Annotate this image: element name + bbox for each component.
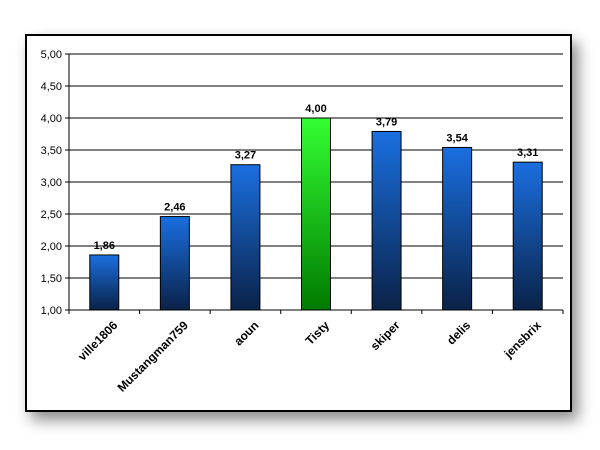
data-labels: 1,86 2,46 3,27 4,00 3,79 3,54 3,31 [94, 103, 539, 252]
category-label: Mustangman759 [115, 318, 192, 395]
category-label: jensbrix [501, 318, 544, 361]
y-tick-label: 3,00 [41, 177, 62, 189]
y-tick-label: 1,00 [41, 305, 62, 317]
bar-aoun [230, 164, 261, 311]
y-tick-label: 2,00 [41, 241, 62, 253]
data-label: 3,79 [376, 116, 397, 128]
chart-frame: 1,00 1,50 2,00 2,50 3,00 3,50 4,00 4,50 5,00 1,8… [25, 34, 572, 412]
bar-ville1806 [89, 254, 120, 311]
bar-tisty [301, 117, 331, 311]
bar-jensbrix [512, 161, 543, 311]
y-tick-label: 3,50 [41, 145, 62, 157]
bar-delis [442, 146, 473, 311]
y-tick-label: 4,00 [41, 113, 62, 125]
y-tick-label: 5,00 [41, 49, 62, 61]
category-label: Tisty [303, 318, 333, 348]
category-label: ville1806 [75, 318, 121, 364]
y-tick-label: 2,50 [41, 209, 62, 221]
bars [89, 117, 543, 311]
data-label: 3,31 [517, 147, 538, 159]
data-label: 1,86 [94, 240, 115, 252]
bar-mustangman759 [159, 216, 190, 311]
y-tick-label: 1,50 [41, 273, 62, 285]
category-label: delis [444, 318, 473, 347]
data-label: 3,54 [446, 132, 468, 144]
bar-skiper [371, 130, 402, 311]
data-label: 2,46 [164, 202, 185, 214]
bar-chart: 1,00 1,50 2,00 2,50 3,00 3,50 4,00 4,50 5,00 1,8… [41, 49, 564, 395]
category-label: aoun [231, 318, 261, 348]
data-label: 3,27 [235, 150, 256, 162]
y-tick-label: 4,50 [41, 81, 62, 93]
category-label: skiper [368, 318, 403, 353]
data-label: 4,00 [305, 103, 326, 115]
y-axis-ticks: 1,00 1,50 2,00 2,50 3,00 3,50 4,00 4,50 5,00 [41, 49, 69, 317]
axes [68, 54, 563, 311]
